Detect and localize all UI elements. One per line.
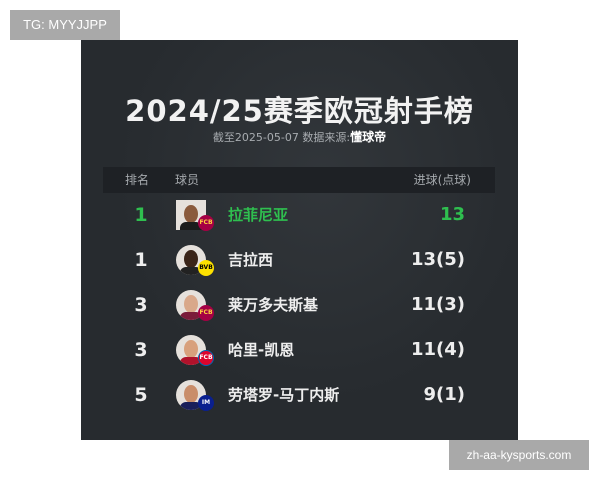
table-row: 3 FCB 莱万多夫斯基 11(3): [103, 283, 495, 327]
card-title: 2024/25赛季欧冠射手榜: [125, 94, 474, 128]
rank: 1: [134, 249, 148, 271]
table-header: 排名 球员 进球(点球): [103, 167, 495, 193]
goals: 9(1): [423, 384, 465, 405]
inter-badge-icon: IM: [198, 395, 214, 411]
table-row: 3 FCB 哈里-凯恩 11(4): [103, 328, 495, 372]
player-name: 莱万多夫斯基: [228, 296, 319, 314]
watermark-top: TG: MYYJJPP: [10, 10, 120, 40]
rank: 1: [134, 204, 148, 226]
player-name: 劳塔罗-马丁内斯: [228, 386, 340, 404]
card-subtitle: 截至2025-05-07 数据来源:懂球帝: [81, 128, 518, 145]
player-name: 哈里-凯恩: [228, 341, 295, 359]
goals: 11(3): [410, 294, 465, 315]
dortmund-badge-icon: BVB: [198, 260, 214, 276]
goals: 13: [439, 204, 465, 225]
subtitle-date: 截至2025-05-07 数据来源:: [212, 131, 351, 144]
barcelona-badge-icon: FCB: [198, 305, 214, 321]
rank: 3: [134, 339, 148, 361]
table-row: 1 BVB 吉拉西 13(5): [103, 238, 495, 282]
goals: 13(5): [410, 249, 465, 270]
barcelona-badge-icon: FCB: [198, 215, 214, 231]
table-row: 1 FCB 拉菲尼亚 13: [103, 193, 495, 237]
bayern-badge-icon: FCB: [198, 350, 214, 366]
goals: 11(4): [410, 339, 465, 360]
watermark-bottom: zh-aa-kysports.com: [449, 440, 589, 470]
player-name: 拉菲尼亚: [228, 206, 289, 224]
header-player: 球员: [175, 173, 200, 187]
table-row: 5 IM 劳塔罗-马丁内斯 9(1): [103, 373, 495, 417]
header-rank: 排名: [125, 173, 150, 187]
scorers-card: 2024/25赛季欧冠射手榜 截至2025-05-07 数据来源:懂球帝 排名 …: [81, 40, 518, 440]
player-avatar: [176, 200, 206, 230]
data-source: 懂球帝: [350, 130, 387, 144]
rank: 5: [134, 384, 148, 406]
rank: 3: [134, 294, 148, 316]
player-name: 吉拉西: [228, 251, 274, 269]
header-goals: 进球(点球): [413, 173, 471, 187]
